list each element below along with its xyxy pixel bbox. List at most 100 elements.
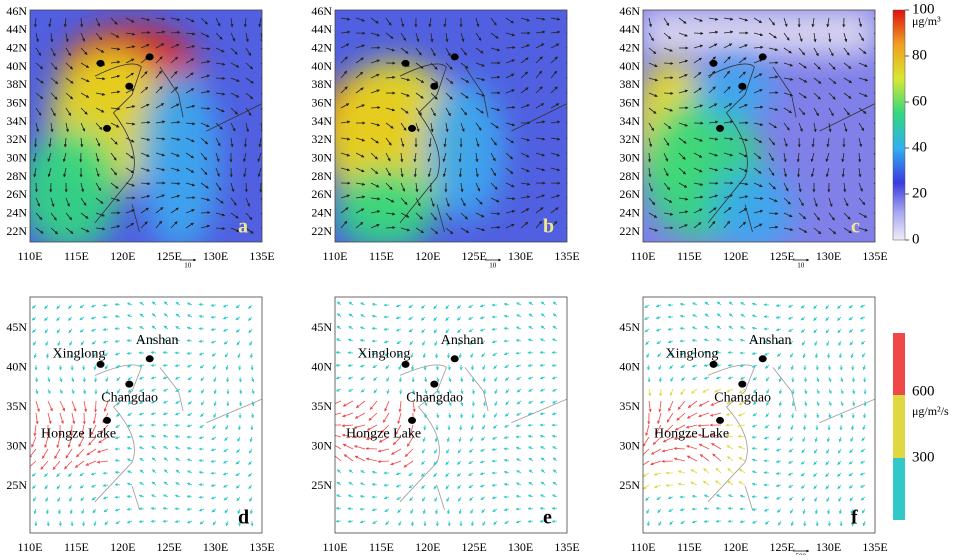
lon-label: 110E: [631, 540, 656, 554]
vector: [48, 365, 49, 370]
lat-label: 28N: [619, 169, 640, 183]
vector: [437, 521, 438, 526]
lat-label: 30N: [6, 150, 27, 164]
vector: [199, 484, 204, 485]
lat-label: 44N: [6, 22, 27, 36]
lat-label: 40N: [311, 59, 332, 73]
vector: [384, 329, 389, 330]
station-label: Xinglong: [666, 347, 719, 362]
lat-label: 22N: [6, 224, 27, 238]
reference-label: 10: [184, 262, 192, 270]
vector: [239, 365, 240, 370]
tick-label: 40: [912, 139, 927, 155]
lat-label: 45N: [619, 320, 640, 334]
station-label: Changdao: [101, 390, 158, 405]
map-field: [633, 10, 883, 250]
lat-label: 44N: [311, 22, 332, 36]
band: [893, 458, 905, 520]
station: [408, 417, 416, 424]
vector: [95, 401, 96, 412]
lat-label: 30N: [6, 438, 27, 452]
vector: [115, 328, 120, 329]
map-field: [20, 10, 268, 250]
band: [893, 333, 905, 395]
lon-label: 115E: [64, 249, 89, 263]
vector: [216, 78, 225, 79]
lon-label: 120E: [415, 540, 440, 554]
station: [759, 53, 767, 60]
station-label: Xinglong: [358, 347, 411, 362]
lon-label: 110E: [18, 249, 43, 263]
lat-label: 28N: [311, 169, 332, 183]
station: [97, 60, 105, 67]
lon-label: 120E: [110, 540, 135, 554]
lat-label: 38N: [619, 77, 640, 91]
tick-label: 60: [912, 93, 927, 109]
lon-label: 125E: [157, 249, 182, 263]
lon-label: 110E: [631, 249, 656, 263]
lat-label: 45N: [311, 320, 332, 334]
station-label: Hongze Lake: [346, 427, 421, 442]
panel-letter: b: [543, 216, 554, 238]
lon-label: 120E: [110, 249, 135, 263]
station: [430, 381, 438, 388]
lat-label: 40N: [6, 59, 27, 73]
panel-letter: a: [238, 216, 248, 238]
unit: μg/m²/s: [912, 404, 949, 418]
station: [430, 83, 438, 90]
lat-label: 22N: [311, 224, 332, 238]
lon-label: 135E: [862, 540, 887, 554]
lat-label: 28N: [6, 169, 27, 183]
vector: [84, 377, 85, 382]
station-label: Hongze Lake: [41, 427, 116, 442]
lon-label: 110E: [323, 249, 348, 263]
station-label: Anshan: [441, 333, 484, 348]
panel-letter: f: [851, 507, 858, 529]
lon-label: 115E: [677, 540, 702, 554]
band: [893, 395, 905, 458]
station: [716, 417, 724, 424]
plume: [335, 170, 435, 250]
lon-label: 115E: [64, 540, 89, 554]
lat-label: 35N: [6, 399, 27, 413]
plume: [140, 70, 220, 250]
vector: [764, 449, 769, 450]
lon-label: 135E: [249, 249, 274, 263]
lon-label: 110E: [323, 540, 348, 554]
lat-label: 35N: [311, 399, 332, 413]
plume: [713, 170, 793, 250]
vector: [336, 365, 341, 366]
lat-label: 42N: [6, 40, 27, 54]
lon-label: 115E: [369, 249, 394, 263]
station: [402, 60, 410, 67]
station: [402, 361, 410, 368]
maps: 46N44N42N40N38N36N34N32N30N28N26N24N22N1…: [6, 4, 887, 555]
lat-label: 40N: [311, 359, 332, 373]
lat-label: 40N: [619, 359, 640, 373]
vector: [83, 365, 84, 370]
station-label: Xinglong: [53, 347, 106, 362]
station: [103, 417, 111, 424]
tick-label: 20: [912, 185, 927, 201]
plume: [20, 130, 120, 250]
map-panel: 46N44N42N40N38N36N34N32N30N28N26N24N22N1…: [6, 4, 274, 270]
lon-label: 120E: [415, 249, 440, 263]
tick-label: 300: [912, 449, 935, 465]
colorbar: [893, 10, 905, 240]
station: [451, 53, 459, 60]
lat-label: 24N: [6, 205, 27, 219]
lon-label: 125E: [462, 249, 487, 263]
vector: [115, 341, 120, 342]
station: [710, 361, 718, 368]
colorbar-concentration: μg/m³: [893, 10, 941, 240]
lat-label: 24N: [619, 205, 640, 219]
colorbar-flux: μg/m²/s: [893, 333, 949, 520]
lat-label: 32N: [6, 132, 27, 146]
vector: [127, 509, 132, 510]
lon-label: 125E: [462, 540, 487, 554]
lat-label: 46N: [6, 4, 27, 18]
lat-label: 38N: [6, 77, 27, 91]
